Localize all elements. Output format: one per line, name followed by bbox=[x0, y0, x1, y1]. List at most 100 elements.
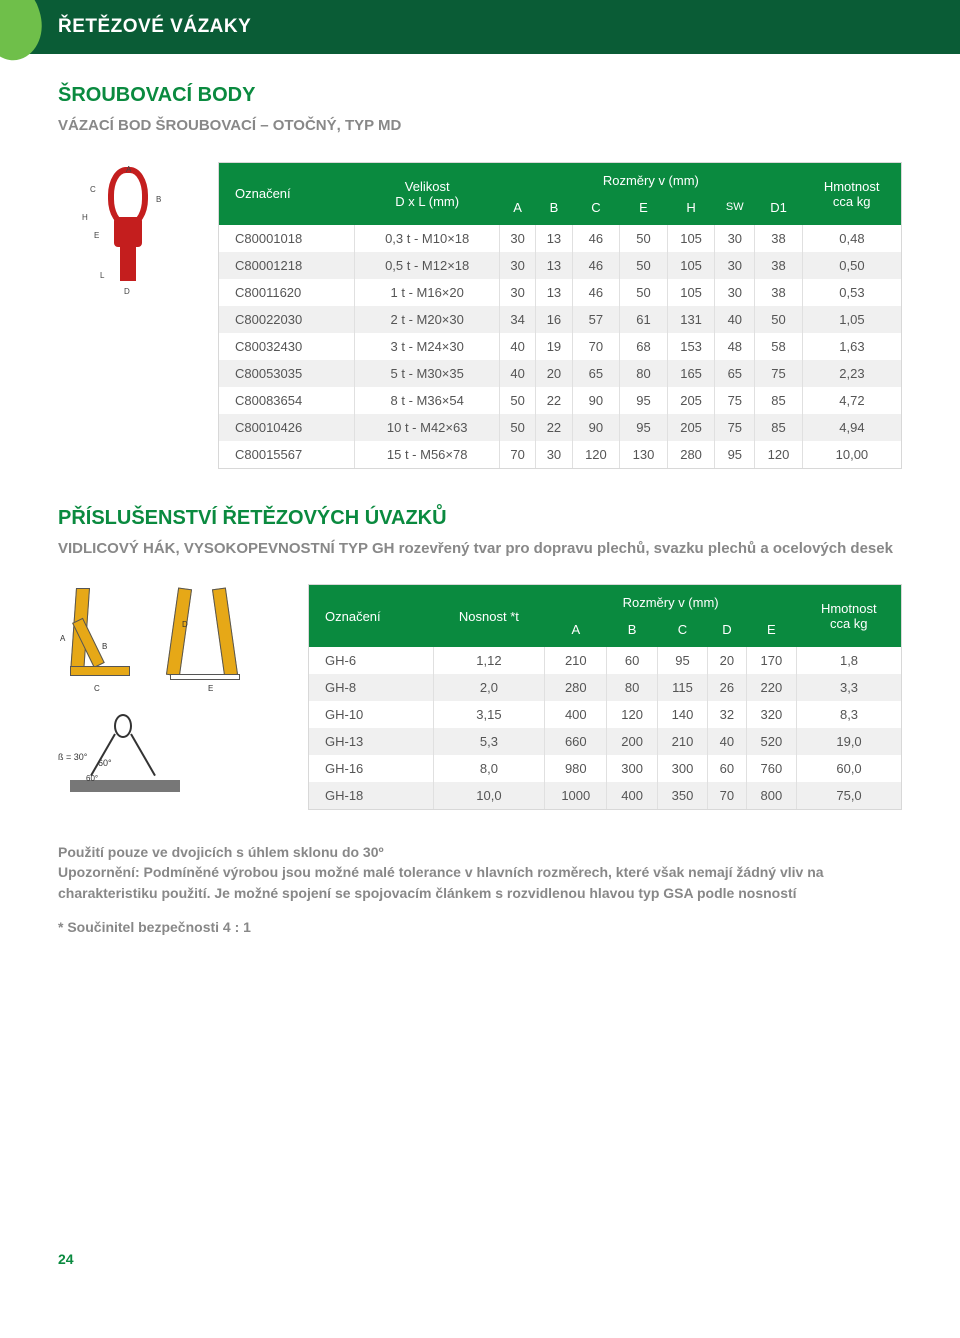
th2-nosnost: Nosnost *t bbox=[433, 585, 545, 647]
table-md: Označení Velikost D x L (mm) Rozměry v (… bbox=[219, 163, 901, 468]
table-cell: 50 bbox=[620, 225, 668, 252]
table-row: GH-168,09803003006076060,0 bbox=[309, 755, 901, 782]
table-cell: 800 bbox=[746, 782, 796, 809]
page-number: 24 bbox=[0, 991, 960, 1287]
table-row: C800116201 t - M16×203013465010530380,53 bbox=[219, 279, 901, 306]
table-cell: 16 bbox=[536, 306, 572, 333]
hook-label-e: E bbox=[208, 684, 213, 693]
table-cell: 10,00 bbox=[802, 441, 901, 468]
dim-label-b: B bbox=[156, 195, 161, 204]
section1-row: A B C H E L D Označení Velikost D x L (m… bbox=[58, 162, 902, 469]
table-cell: 8 t - M36×54 bbox=[355, 387, 499, 414]
table-cell: 130 bbox=[620, 441, 668, 468]
table-cell: 105 bbox=[667, 252, 715, 279]
angle-diagram: ß = 30° 60° 60° bbox=[58, 714, 198, 804]
table-cell: 50 bbox=[499, 387, 535, 414]
th2-a: A bbox=[545, 612, 607, 647]
table-cell: 40 bbox=[499, 333, 535, 360]
table-cell: 131 bbox=[667, 306, 715, 333]
th2-b: B bbox=[607, 612, 657, 647]
dim-label-e: E bbox=[94, 231, 99, 240]
table-cell: 280 bbox=[545, 674, 607, 701]
note-line1: Použití pouze ve dvojicích s úhlem sklon… bbox=[58, 844, 384, 860]
table-cell: 980 bbox=[545, 755, 607, 782]
th-b: B bbox=[536, 190, 572, 225]
section1-heading: ŠROUBOVACÍ BODY bbox=[58, 84, 902, 107]
th-oznaceni: Označení bbox=[219, 163, 355, 225]
note-line3: * Součinitel bezpečnosti 4 : 1 bbox=[58, 917, 902, 937]
table-cell: C80053035 bbox=[219, 360, 355, 387]
table-cell: 38 bbox=[755, 252, 803, 279]
table-cell: C80001018 bbox=[219, 225, 355, 252]
table-cell: 20 bbox=[536, 360, 572, 387]
table-cell: 120 bbox=[755, 441, 803, 468]
table-cell: C80022030 bbox=[219, 306, 355, 333]
table-cell: C80032430 bbox=[219, 333, 355, 360]
th2-d: D bbox=[708, 612, 747, 647]
table-cell: 95 bbox=[657, 647, 707, 674]
table-cell: 200 bbox=[607, 728, 657, 755]
table-cell: 0,48 bbox=[802, 225, 901, 252]
table-cell: 95 bbox=[715, 441, 755, 468]
table-cell: C80083654 bbox=[219, 387, 355, 414]
table-cell: 60 bbox=[708, 755, 747, 782]
table-cell: 165 bbox=[667, 360, 715, 387]
table-cell: GH-10 bbox=[309, 701, 433, 728]
table-cell: 0,5 t - M12×18 bbox=[355, 252, 499, 279]
table-cell: 30 bbox=[499, 252, 535, 279]
th-d1: D1 bbox=[755, 190, 803, 225]
table-cell: 115 bbox=[657, 674, 707, 701]
section1-subheading: VÁZACÍ BOD ŠROUBOVACÍ – OTOČNÝ, TYP MD bbox=[58, 115, 902, 138]
table-cell: C80015567 bbox=[219, 441, 355, 468]
table-cell: 300 bbox=[607, 755, 657, 782]
dim-label-h: H bbox=[82, 213, 88, 222]
th2-rozmery-group: Rozměry v (mm) bbox=[545, 585, 797, 612]
section2-subheading: VIDLICOVÝ HÁK, VYSOKOPEVNOSTNÍ TYP GH ro… bbox=[58, 538, 902, 561]
table-cell: GH-8 bbox=[309, 674, 433, 701]
table-cell: 48 bbox=[715, 333, 755, 360]
table-cell: 22 bbox=[536, 387, 572, 414]
table-cell: 75 bbox=[715, 414, 755, 441]
table-cell: 0,50 bbox=[802, 252, 901, 279]
table-cell: 22 bbox=[536, 414, 572, 441]
table-row: C8001042610 t - M42×635022909520575854,9… bbox=[219, 414, 901, 441]
table-cell: 300 bbox=[657, 755, 707, 782]
table-cell: 30 bbox=[499, 225, 535, 252]
table-cell: 75,0 bbox=[797, 782, 901, 809]
angle-60-2: 60° bbox=[86, 774, 98, 783]
table-row: GH-1810,010004003507080075,0 bbox=[309, 782, 901, 809]
table-cell: 95 bbox=[620, 414, 668, 441]
table-cell: 40 bbox=[499, 360, 535, 387]
table-cell: 46 bbox=[572, 225, 620, 252]
table-cell: 210 bbox=[657, 728, 707, 755]
table-cell: 1,05 bbox=[802, 306, 901, 333]
table-cell: 0,53 bbox=[802, 279, 901, 306]
table-row: C800010180,3 t - M10×183013465010530380,… bbox=[219, 225, 901, 252]
table-cell: 1,12 bbox=[433, 647, 545, 674]
table-cell: 2,0 bbox=[433, 674, 545, 701]
table-row: C800012180,5 t - M12×183013465010530380,… bbox=[219, 252, 901, 279]
table-cell: 32 bbox=[708, 701, 747, 728]
table-cell: 19 bbox=[536, 333, 572, 360]
table-cell: 40 bbox=[715, 306, 755, 333]
th-hmotnost: Hmotnost cca kg bbox=[802, 163, 901, 225]
section2-row: A B C D E ß = 30° 60° 60° Označení bbox=[58, 584, 902, 814]
table-cell: 80 bbox=[620, 360, 668, 387]
th2-hmotnost: Hmotnost cca kg bbox=[797, 585, 901, 647]
table-cell: 2,23 bbox=[802, 360, 901, 387]
table-row: C800220302 t - M20×303416576113140501,05 bbox=[219, 306, 901, 333]
table-cell: 1000 bbox=[545, 782, 607, 809]
table-cell: 10,0 bbox=[433, 782, 545, 809]
table-cell: 57 bbox=[572, 306, 620, 333]
hook-label-d: D bbox=[182, 620, 188, 629]
table-cell: 80 bbox=[607, 674, 657, 701]
table-cell: 3 t - M24×30 bbox=[355, 333, 499, 360]
table-cell: 8,0 bbox=[433, 755, 545, 782]
table-cell: 0,3 t - M10×18 bbox=[355, 225, 499, 252]
table-row: GH-135,36602002104052019,0 bbox=[309, 728, 901, 755]
table-cell: 10 t - M42×63 bbox=[355, 414, 499, 441]
table-cell: 105 bbox=[667, 225, 715, 252]
table-cell: 60,0 bbox=[797, 755, 901, 782]
table-cell: 68 bbox=[620, 333, 668, 360]
table-md-wrapper: Označení Velikost D x L (mm) Rozměry v (… bbox=[218, 162, 902, 469]
